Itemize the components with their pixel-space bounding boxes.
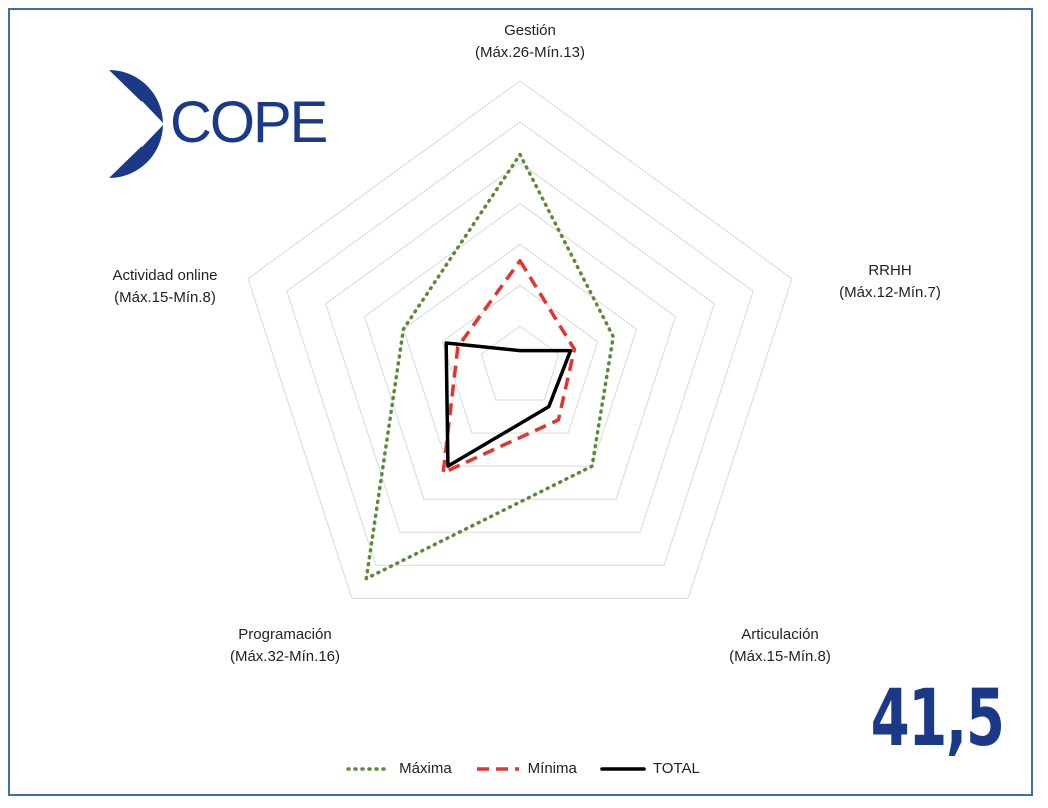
legend-label: Máxima bbox=[399, 760, 452, 777]
axis-label-name: RRHH bbox=[868, 262, 911, 279]
axis-label-range: (Máx.12-Mín.7) bbox=[839, 284, 941, 301]
grid-ring bbox=[286, 121, 754, 566]
legend-label: Mínima bbox=[527, 760, 577, 777]
total-score: 41,5 bbox=[870, 674, 1004, 764]
radar-chart: COPE Gestión (Máx.26-Mín.13) RRHH (Máx.12-M… bbox=[109, 22, 941, 665]
legend-swatch bbox=[600, 766, 646, 771]
radar-grid bbox=[247, 80, 793, 599]
axis-label-name: Actividad online bbox=[112, 267, 217, 284]
axis-label-name: Articulación bbox=[741, 626, 819, 643]
axis-label-name: Programación bbox=[238, 626, 331, 643]
axis-label-range: (Máx.26-Mín.13) bbox=[475, 44, 585, 61]
legend: Máxima Mínima TOTAL bbox=[10, 760, 1035, 777]
cope-logo: COPE bbox=[109, 70, 329, 178]
legend-item: Mínima bbox=[474, 760, 577, 777]
series-m-xima bbox=[364, 152, 616, 581]
legend-swatch bbox=[476, 766, 519, 771]
grid-ring bbox=[247, 80, 793, 599]
legend-item: Máxima bbox=[345, 760, 452, 777]
grid-ring bbox=[402, 243, 638, 467]
chart-frame: COPE Gestión (Máx.26-Mín.13) RRHH (Máx.12-M… bbox=[8, 8, 1033, 796]
grid-ring bbox=[480, 325, 560, 401]
axis-label-name: Gestión bbox=[504, 22, 556, 39]
legend-swatch bbox=[346, 766, 392, 771]
grid-ring bbox=[441, 284, 599, 434]
axis-label-range: (Máx.32-Mín.16) bbox=[230, 648, 340, 665]
series-m-nima bbox=[441, 259, 577, 475]
grid-ring bbox=[325, 162, 715, 533]
series-total bbox=[444, 341, 573, 468]
axis-label-range: (Máx.15-Mín.8) bbox=[729, 648, 831, 665]
legend-label: TOTAL bbox=[652, 760, 700, 777]
grid-ring bbox=[363, 202, 677, 500]
cope-logo-mark bbox=[109, 70, 164, 178]
cope-logo-text: COPE bbox=[170, 90, 327, 155]
legend-item: TOTAL bbox=[599, 760, 700, 777]
axis-label-range: (Máx.15-Mín.8) bbox=[114, 289, 216, 306]
